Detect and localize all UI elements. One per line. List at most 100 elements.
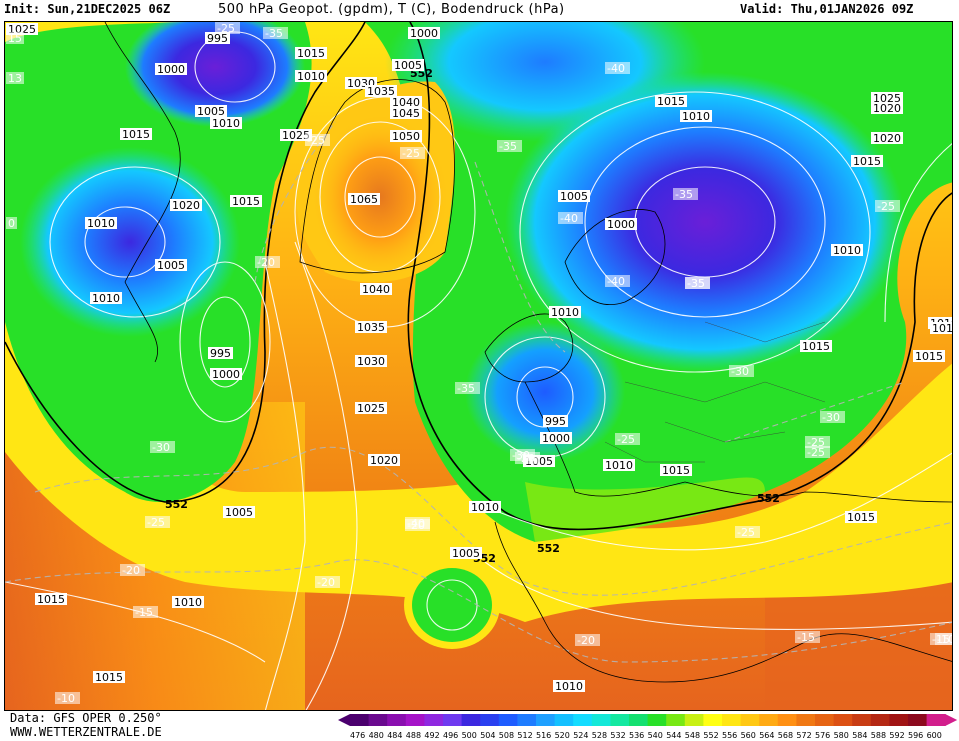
pressure-label: 1015 xyxy=(120,128,152,141)
legend-swatch xyxy=(777,714,797,726)
svg-text:-35: -35 xyxy=(675,188,693,201)
svg-text:1010: 1010 xyxy=(212,117,240,130)
svg-text:1015: 1015 xyxy=(95,671,123,684)
svg-text:995: 995 xyxy=(545,415,566,428)
svg-text:-40: -40 xyxy=(407,517,425,530)
svg-text:1005: 1005 xyxy=(225,506,253,519)
legend-tick-label: 488 xyxy=(406,731,421,740)
legend-swatch xyxy=(852,714,872,726)
legend-tick-label: 516 xyxy=(536,731,551,740)
svg-text:1040: 1040 xyxy=(392,96,420,109)
legend-swatch xyxy=(666,714,686,726)
svg-text:1010: 1010 xyxy=(174,596,202,609)
svg-text:-25: -25 xyxy=(147,516,165,529)
svg-text:1000: 1000 xyxy=(212,368,240,381)
legend-swatch xyxy=(870,714,890,726)
pressure-label: 1010 xyxy=(295,70,327,83)
svg-text:-40: -40 xyxy=(607,275,625,288)
cold-pool-top xyxy=(125,22,305,127)
pressure-label: 1025 xyxy=(871,92,903,105)
svg-text:-20: -20 xyxy=(577,634,595,647)
svg-text:-35: -35 xyxy=(687,277,705,290)
pressure-label: 1015 xyxy=(851,155,883,168)
temperature-label: -15 xyxy=(133,606,158,619)
legend-swatch xyxy=(573,714,593,726)
svg-text:-15: -15 xyxy=(135,606,153,619)
temperature-label: -35 xyxy=(497,140,522,153)
pressure-label: 1010 xyxy=(172,596,204,609)
svg-text:-20: -20 xyxy=(317,576,335,589)
temperature-label: -40 xyxy=(405,517,430,530)
svg-text:1030: 1030 xyxy=(357,355,385,368)
temperature-label: -20 xyxy=(315,576,340,589)
temperature-label: -25 xyxy=(400,147,425,160)
temperature-label: -40 xyxy=(605,275,630,288)
legend-tick-label: 476 xyxy=(350,731,365,740)
legend-swatch xyxy=(740,714,760,726)
pressure-label: 1020 xyxy=(871,102,903,115)
legend-swatch xyxy=(722,714,742,726)
svg-text:1015: 1015 xyxy=(802,340,830,353)
temperature-label: -40 xyxy=(605,62,630,75)
pressure-label: 1040 xyxy=(360,283,392,296)
temperature-label: -35 xyxy=(685,277,710,290)
pressure-label: 1005 xyxy=(155,259,187,272)
legend-swatch xyxy=(759,714,779,726)
color-legend: 476 480 484 488 492 496 500 504 508 512 516 520 524 5… xyxy=(338,714,958,740)
temperature-label: -25 xyxy=(805,446,830,459)
svg-text:1010: 1010 xyxy=(682,110,710,123)
svg-text:1065: 1065 xyxy=(350,193,378,206)
pressure-label: 1050 xyxy=(390,130,422,143)
svg-text:1010: 1010 xyxy=(605,459,633,472)
contour-552-east xyxy=(407,22,952,531)
legend-tick-label: 508 xyxy=(499,731,514,740)
pressure-label: 1000 xyxy=(408,27,440,40)
legend-tick-label: 568 xyxy=(778,731,793,740)
pressure-label: 1020 xyxy=(368,454,400,467)
legend-tick-label: 552 xyxy=(703,731,718,740)
pressure-label: 1015 xyxy=(93,671,125,684)
svg-text:995: 995 xyxy=(207,32,228,45)
legend-swatch xyxy=(926,714,946,726)
legend-tick-label: 596 xyxy=(908,731,923,740)
temperature-label: -20 xyxy=(120,564,145,577)
temperature-label: 0 xyxy=(6,217,17,230)
pressure-label: 1020 xyxy=(871,132,903,145)
legend-tick-label: 564 xyxy=(759,731,774,740)
pressure-label: 1010 xyxy=(831,244,863,257)
pressure-label: 1015 xyxy=(655,95,687,108)
isobars xyxy=(5,31,952,710)
chart-title: 500 hPa Geopot. (gpdm), T (C), Bodendruc… xyxy=(218,2,565,17)
pressure-label: 1010 xyxy=(90,292,122,305)
pressure-label: 1000 xyxy=(540,432,572,445)
svg-text:-35: -35 xyxy=(499,140,517,153)
legend-tick-label: 560 xyxy=(741,731,756,740)
legend-tick-label: 588 xyxy=(871,731,886,740)
footer: Data: GFS OPER 0.250° WWW.WETTERZENTRALE… xyxy=(10,711,162,739)
legend-swatch xyxy=(387,714,407,726)
svg-text:1035: 1035 xyxy=(357,321,385,334)
legend-tick-label: 492 xyxy=(424,731,439,740)
temperature-label: -35 xyxy=(673,188,698,201)
pressure-label: 1015 xyxy=(230,195,262,208)
legend-swatch xyxy=(796,714,816,726)
svg-text:1035: 1035 xyxy=(367,85,395,98)
legend-tick-label: 536 xyxy=(629,731,644,740)
legend-swatch xyxy=(443,714,463,726)
pressure-label: 1015 xyxy=(845,511,877,524)
svg-text:-25: -25 xyxy=(877,200,895,213)
legend-swatch xyxy=(350,714,370,726)
legend-tick-label: 548 xyxy=(685,731,700,740)
legend-tick-label: 572 xyxy=(796,731,811,740)
svg-text:1005: 1005 xyxy=(560,190,588,203)
map-canvas: 552 552 552 552 552 99510001005101010151… xyxy=(5,22,952,710)
svg-text:0: 0 xyxy=(8,217,15,230)
svg-text:1005: 1005 xyxy=(394,59,422,72)
legend-swatch xyxy=(703,714,723,726)
legend-tick-label: 500 xyxy=(462,731,477,740)
svg-text:1010: 1010 xyxy=(555,680,583,693)
legend-swatch xyxy=(833,714,853,726)
svg-text:1020: 1020 xyxy=(873,102,901,115)
svg-text:1015: 1015 xyxy=(122,128,150,141)
temperature-labels: -25-35-25-25-35-40-40-40-35-35-25-20-25-… xyxy=(6,22,952,705)
